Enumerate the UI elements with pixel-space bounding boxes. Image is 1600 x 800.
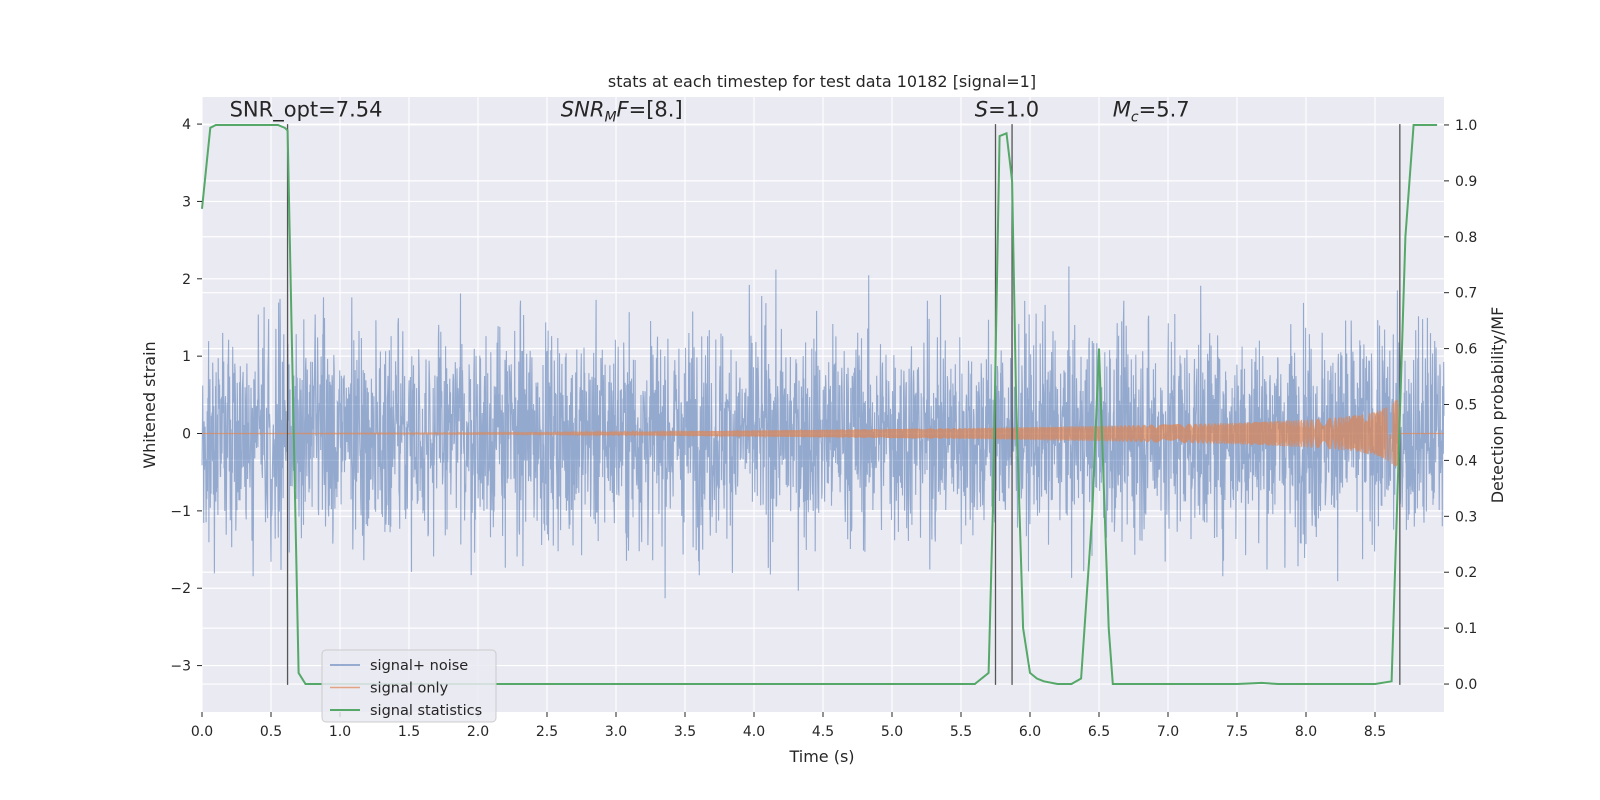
x-axis-ticks: 0.0 0.5 1.0 1.5 2.0 2.5 3.0 3.5 4.0 4.5 5.0 5.5 6.0 6…	[191, 712, 1386, 740]
series-signal-only	[202, 399, 1444, 471]
annotations: SNR_opt=7.54 SNRMF=[8.] S=1.0 Mc=5.7	[230, 97, 1190, 125]
x-tick-label: 7.0	[1157, 724, 1179, 740]
signal-only-line	[202, 399, 1444, 471]
x-tick-label: 6.0	[1019, 724, 1041, 740]
y-right-tick-label: 0.2	[1455, 565, 1477, 581]
y-left-tick-label: 1	[182, 349, 191, 365]
signal-noise-line	[201, 266, 1445, 599]
x-tick-label: 3.0	[605, 724, 627, 740]
y-left-axis-ticks: 4 3 2 1 0 −1 −2 −3	[170, 117, 202, 675]
y-left-tick-label: 3	[182, 194, 191, 210]
x-tick-label: 2.5	[536, 724, 558, 740]
y-left-tick-label: −2	[170, 581, 191, 597]
legend: signal+ noise signal only signal statistic…	[321, 649, 497, 723]
y-right-tick-label: 0.9	[1455, 174, 1477, 190]
y-right-tick-label: 0.8	[1455, 230, 1477, 246]
y-left-tick-label: −3	[170, 659, 191, 675]
x-axis-label: Time (s)	[788, 747, 854, 766]
annotation-snr-mf: SNRMF=[8.]	[561, 97, 683, 125]
legend-box	[321, 649, 497, 723]
legend-label: signal+ noise	[370, 658, 468, 674]
x-tick-label: 4.5	[812, 724, 834, 740]
y-right-tick-label: 0.1	[1455, 621, 1477, 637]
y-right-tick-label: 0.6	[1455, 342, 1477, 358]
x-tick-label: 1.0	[329, 724, 351, 740]
y-right-tick-label: 0.0	[1455, 677, 1477, 693]
annotation-s-stat: S=1.0	[975, 97, 1039, 121]
x-tick-label: 1.5	[398, 724, 420, 740]
x-tick-label: 4.0	[743, 724, 765, 740]
x-tick-label: 0.5	[260, 724, 282, 740]
y-right-tick-label: 1.0	[1455, 118, 1477, 134]
x-tick-label: 2.0	[467, 724, 489, 740]
series-signal-statistics	[201, 124, 1438, 685]
x-tick-label: 5.5	[950, 724, 972, 740]
series-signal-noise	[201, 266, 1445, 599]
y-right-axis-label: Detection probability/MF	[1488, 307, 1507, 504]
x-tick-label: 8.0	[1295, 724, 1317, 740]
x-tick-label: 3.5	[674, 724, 696, 740]
x-tick-label: 5.0	[881, 724, 903, 740]
x-tick-label: 6.5	[1088, 724, 1110, 740]
y-left-tick-label: 4	[182, 117, 191, 133]
annotation-snr-opt: SNR_opt=7.54	[230, 97, 383, 122]
chart-title: stats at each timestep for test data 101…	[608, 72, 1036, 91]
y-left-tick-label: −1	[170, 504, 191, 520]
y-right-tick-label: 0.5	[1455, 398, 1477, 414]
y-right-axis-ticks: 1.0 0.9 0.8 0.7 0.6 0.5 0.4 0.3 0.2 0.1 0.0	[1444, 118, 1477, 693]
legend-label: signal only	[370, 681, 449, 697]
y-right-tick-label: 0.4	[1455, 453, 1477, 469]
y-left-tick-label: 2	[182, 272, 191, 288]
x-tick-label: 7.5	[1226, 724, 1248, 740]
x-tick-label: 0.0	[191, 724, 213, 740]
legend-label: signal statistics	[370, 703, 482, 719]
annotation-chirp-mass: Mc=5.7	[1113, 97, 1190, 125]
y-right-tick-label: 0.3	[1455, 509, 1477, 525]
y-right-tick-label: 0.7	[1455, 286, 1477, 302]
y-left-tick-label: 0	[182, 427, 191, 443]
signal-statistics-line	[201, 124, 1438, 685]
y-left-axis-label: Whitened strain	[140, 341, 159, 468]
x-tick-label: 8.5	[1364, 724, 1386, 740]
